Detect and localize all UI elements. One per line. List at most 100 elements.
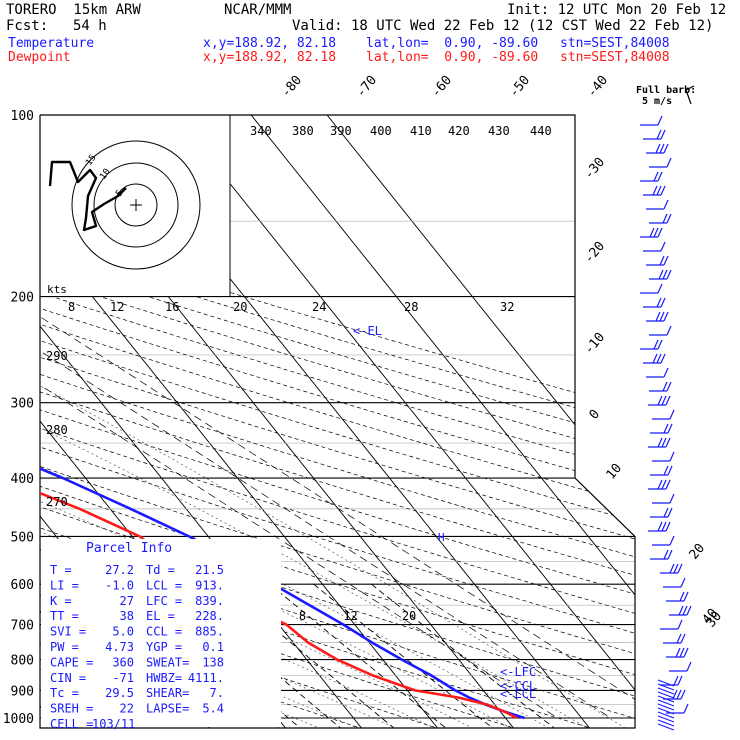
hodograph-ring [93, 162, 179, 248]
parcel-info-value: 27.2 [105, 563, 134, 577]
wind-barb-cluster [657, 687, 675, 695]
parcel-level-marker: <-LCL [500, 687, 536, 701]
wind-barb [663, 311, 669, 322]
mixing-ratio-label: 16 [165, 300, 179, 314]
theta-label: 400 [370, 124, 392, 138]
wind-barb [656, 129, 662, 140]
dry-adiabat [40, 115, 635, 728]
wind-barb-cluster [657, 703, 675, 711]
wind-barb [652, 185, 658, 196]
parcel-info-value: 4111. [188, 671, 224, 685]
wind-barb [660, 297, 666, 308]
wind-barb-legend: 5 m/s [642, 96, 672, 107]
temperature-tick-label: -80 [279, 73, 306, 101]
wind-barb [661, 395, 667, 406]
org-label: NCAR/MMM [224, 2, 292, 18]
parcel-info-label: K = [50, 594, 72, 608]
mixing-ratio-label: 12 [343, 609, 357, 623]
wind-barb [657, 521, 663, 532]
legend-dewpoint-name: Dewpoint [8, 50, 71, 65]
wind-barb [666, 213, 672, 224]
dry-adiabat [40, 115, 635, 728]
wind-barb [666, 269, 672, 280]
wind-barb [663, 549, 669, 560]
dewpoint-trace [40, 115, 518, 720]
wind-barb [686, 605, 692, 616]
plot-border [39, 114, 636, 729]
legend-temperature-station: stn=SEST,84008 [560, 36, 670, 51]
wind-barb [655, 143, 661, 154]
wind-barb [677, 563, 683, 574]
wind-barb [683, 647, 689, 658]
wind-barb [663, 199, 669, 210]
dry-adiabat [40, 115, 635, 728]
legend-dewpoint-latlon: lat,lon= 0.90, -89.60 [366, 50, 539, 65]
forecast-hours: 54 h [73, 18, 107, 34]
wind-barb [661, 437, 667, 448]
parcel-info-label: SREH = [50, 702, 93, 716]
moist-adiabat [40, 268, 592, 728]
parcel-info-label: SHEAR= [146, 686, 189, 700]
pressure-label: 200 [11, 291, 34, 306]
parcel-info-value: -71 [112, 671, 134, 685]
wind-barb [667, 465, 673, 476]
dry-adiabat [40, 115, 635, 728]
pressure-label: 300 [11, 397, 34, 412]
pressure-label: 500 [11, 530, 34, 545]
wind-barb [663, 465, 669, 476]
wind-barb [662, 269, 668, 280]
mixing-ratio-label: 20 [402, 609, 416, 623]
moist-adiabat [40, 268, 402, 728]
theta-label: 410 [410, 124, 432, 138]
parcel-marker-h: H [438, 531, 445, 544]
parcel-info-label: LFC = [146, 594, 182, 608]
hodograph-trace [48, 160, 127, 232]
wind-barb [661, 521, 667, 532]
parcel-info-value: 0.1 [202, 640, 224, 654]
wind-barb [665, 479, 671, 490]
wind-barb [653, 339, 659, 350]
wind-barb [669, 563, 675, 574]
parcel-info-value: 885. [195, 625, 224, 639]
theta-label: 340 [250, 124, 272, 138]
wind-barb [657, 479, 663, 490]
model-label: TORERO 15km ARW [6, 2, 141, 18]
wind-barb [656, 185, 662, 196]
wind-barb-cluster [657, 711, 675, 719]
wind-barb [673, 675, 679, 686]
parcel-level-marker: <-LFC [500, 665, 536, 679]
wind-barb [680, 633, 686, 644]
mixing-ratio-line [269, 583, 450, 728]
parcel-info-panel: Parcel Info T = 27.2 Td = 21.5 LI = -1.0 LCL = 9… [41, 539, 281, 731]
parcel-info-value: 228. [195, 609, 224, 623]
wind-barb [663, 423, 669, 434]
parcel-info-label: T = [50, 563, 72, 577]
wind-barb-cluster [657, 719, 675, 727]
wind-barbs: Full barb:5 m/s [636, 85, 696, 731]
parcel-level-marker: <-EL [353, 324, 382, 338]
parcel-info-label: PW = [50, 640, 79, 654]
parcel-info-value: 138 [202, 655, 224, 669]
parcel-info-label: CCL = [146, 625, 182, 639]
wind-barb-cluster [657, 695, 675, 703]
wind-barb [659, 255, 665, 266]
wind-barb [656, 353, 662, 364]
parcel-info-value: 27 [120, 594, 134, 608]
wind-barb [680, 689, 686, 700]
parcel-info-label: HWBZ= [146, 671, 182, 685]
parcel-info-value: 360 [112, 655, 134, 669]
wind-barb [665, 521, 671, 532]
parcel-info-label: EL = [146, 609, 175, 623]
wind-barb [660, 185, 666, 196]
hodograph-ring [114, 183, 158, 227]
wind-barb [686, 661, 692, 672]
wind-barb-cluster [657, 707, 675, 715]
parcel-info-value: 38 [120, 609, 134, 623]
temperature-tick-label: 0 [587, 407, 604, 423]
parcel-info-box [41, 539, 281, 727]
legend-temperature-name: Temperature [8, 36, 95, 51]
dry-adiabat [40, 115, 635, 728]
mixing-ratio-label: 32 [500, 300, 514, 314]
parcel-info-value: 913. [195, 578, 224, 592]
